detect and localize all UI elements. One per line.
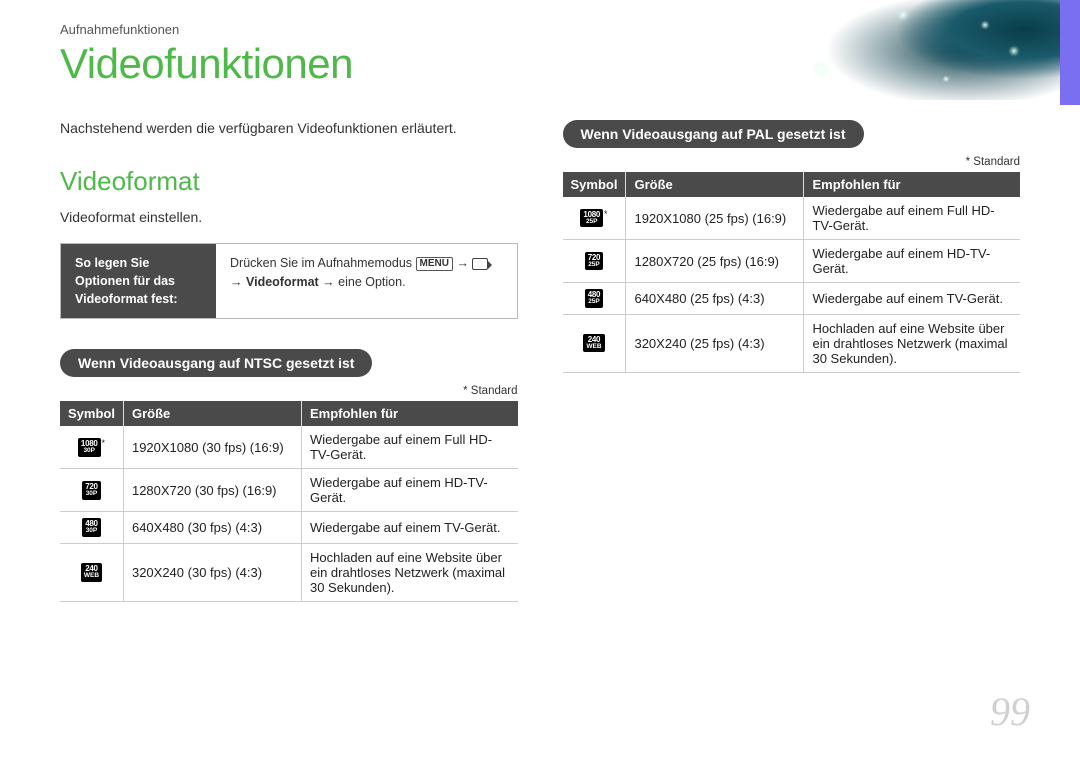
pal-table: SymbolGrößeEmpfohlen für 108025P*1920X10…	[563, 172, 1021, 373]
format-symbol-icon: 48025P	[585, 289, 603, 308]
format-symbol-icon: 108030P	[78, 438, 101, 457]
table-row: 72025P 1280X720 (25 fps) (16:9)Wiedergabe…	[563, 240, 1021, 283]
subtext: Videoformat einstellen.	[60, 209, 518, 225]
symbol-cell: 108030P*	[60, 426, 123, 469]
table-header: Symbol	[60, 401, 123, 426]
size-cell: 1280X720 (30 fps) (16:9)	[123, 469, 301, 512]
section-title: Videoformat	[60, 166, 518, 197]
size-cell: 1280X720 (25 fps) (16:9)	[626, 240, 804, 283]
breadcrumb: Aufnahmefunktionen	[60, 22, 179, 37]
default-star-icon: *	[604, 209, 608, 219]
format-symbol-icon: 108025P	[580, 209, 603, 228]
standard-note: * Standard	[563, 156, 1021, 168]
symbol-cell: 48025P	[563, 283, 626, 315]
table-row: 240WEB 320X240 (25 fps) (4:3)Hochladen au…	[563, 314, 1021, 372]
format-symbol-icon: 72025P	[585, 252, 603, 271]
symbol-cell: 108025P*	[563, 197, 626, 240]
size-cell: 640X480 (30 fps) (4:3)	[123, 512, 301, 544]
menu-button-icon: MENU	[416, 257, 453, 271]
instruction-prefix: Drücken Sie im Aufnahmemodus	[230, 256, 416, 270]
default-star-icon: *	[102, 438, 106, 448]
table-header: Empfohlen für	[301, 401, 517, 426]
table-header: Größe	[626, 172, 804, 197]
page-number: 99	[990, 688, 1030, 735]
pal-header-pill: Wenn Videoausgang auf PAL gesetzt ist	[563, 120, 864, 148]
arrow-text: →	[456, 256, 472, 270]
intro-text: Nachstehend werden die verfügbaren Video…	[60, 120, 518, 136]
table-row: 108025P*1920X1080 (25 fps) (16:9)Wiederg…	[563, 197, 1021, 240]
symbol-cell: 48030P	[60, 512, 123, 544]
table-row: 72030P 1280X720 (30 fps) (16:9)Wiedergabe…	[60, 469, 518, 512]
content-area: Nachstehend werden die verfügbaren Video…	[60, 120, 1020, 602]
instruction-bold: Videoformat	[246, 275, 319, 289]
recommended-cell: Wiedergabe auf einem TV-Gerät.	[301, 512, 517, 544]
sparkle-icon	[1008, 45, 1020, 57]
format-symbol-icon: 48030P	[82, 518, 100, 537]
instruction-label: So legen Sie Optionen für das Videoforma…	[61, 244, 216, 318]
size-cell: 320X240 (25 fps) (4:3)	[626, 314, 804, 372]
recommended-cell: Wiedergabe auf einem HD-TV-Gerät.	[301, 469, 517, 512]
symbol-cell: 240WEB	[60, 543, 123, 601]
ntsc-table: SymbolGrößeEmpfohlen für 108030P*1920X10…	[60, 401, 518, 602]
recommended-cell: Wiedergabe auf einem Full HD-TV-Gerät.	[301, 426, 517, 469]
size-cell: 1920X1080 (25 fps) (16:9)	[626, 197, 804, 240]
videocamera-icon	[472, 258, 488, 270]
recommended-cell: Hochladen auf eine Website über ein drah…	[804, 314, 1020, 372]
recommended-cell: Wiedergabe auf einem Full HD-TV-Gerät.	[804, 197, 1020, 240]
symbol-cell: 72025P	[563, 240, 626, 283]
table-row: 48030P 640X480 (30 fps) (4:3)Wiedergabe a…	[60, 512, 518, 544]
instruction-box: So legen Sie Optionen für das Videoforma…	[60, 243, 518, 319]
arrow-text: →	[230, 275, 246, 289]
instruction-body: Drücken Sie im Aufnahmemodus MENU → → Vi…	[216, 244, 517, 318]
instruction-suffix: → eine Option.	[319, 275, 406, 289]
table-header: Symbol	[563, 172, 626, 197]
page-title: Videofunktionen	[60, 40, 353, 88]
symbol-cell: 72030P	[60, 469, 123, 512]
format-symbol-icon: 72030P	[82, 481, 100, 500]
size-cell: 320X240 (30 fps) (4:3)	[123, 543, 301, 601]
table-header: Größe	[123, 401, 301, 426]
standard-note: * Standard	[60, 385, 518, 397]
recommended-cell: Wiedergabe auf einem HD-TV-Gerät.	[804, 240, 1020, 283]
format-symbol-icon: 240WEB	[81, 563, 102, 582]
side-accent-bar	[1060, 0, 1080, 105]
recommended-cell: Wiedergabe auf einem TV-Gerät.	[804, 283, 1020, 315]
table-row: 240WEB 320X240 (30 fps) (4:3)Hochladen au…	[60, 543, 518, 601]
recommended-cell: Hochladen auf eine Website über ein drah…	[301, 543, 517, 601]
size-cell: 1920X1080 (30 fps) (16:9)	[123, 426, 301, 469]
decorative-background	[700, 0, 1080, 100]
symbol-cell: 240WEB	[563, 314, 626, 372]
size-cell: 640X480 (25 fps) (4:3)	[626, 283, 804, 315]
sparkle-icon	[942, 75, 950, 83]
format-symbol-icon: 240WEB	[583, 334, 604, 353]
table-row: 48025P 640X480 (25 fps) (4:3)Wiedergabe a…	[563, 283, 1021, 315]
table-row: 108030P*1920X1080 (30 fps) (16:9)Wiederg…	[60, 426, 518, 469]
table-header: Empfohlen für	[804, 172, 1020, 197]
sparkle-icon	[980, 20, 990, 30]
left-column: Nachstehend werden die verfügbaren Video…	[60, 120, 518, 602]
right-column: Wenn Videoausgang auf PAL gesetzt ist * …	[563, 120, 1021, 602]
ntsc-header-pill: Wenn Videoausgang auf NTSC gesetzt ist	[60, 349, 372, 377]
